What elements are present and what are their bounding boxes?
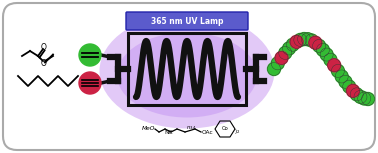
Circle shape	[286, 38, 299, 51]
Ellipse shape	[117, 32, 257, 118]
Circle shape	[343, 80, 356, 93]
Circle shape	[354, 90, 367, 103]
Circle shape	[347, 84, 359, 97]
Circle shape	[301, 33, 314, 46]
Circle shape	[358, 92, 371, 105]
Circle shape	[339, 75, 352, 88]
Ellipse shape	[99, 13, 274, 129]
Circle shape	[313, 39, 325, 52]
FancyBboxPatch shape	[126, 12, 248, 30]
Circle shape	[316, 43, 329, 56]
Circle shape	[305, 34, 318, 47]
Circle shape	[294, 34, 307, 47]
Circle shape	[279, 46, 292, 59]
Circle shape	[271, 57, 284, 70]
Circle shape	[328, 59, 341, 72]
Circle shape	[335, 70, 348, 83]
Circle shape	[350, 88, 363, 101]
Circle shape	[79, 72, 101, 94]
Text: O: O	[41, 58, 47, 67]
Text: MeO: MeO	[142, 125, 156, 131]
FancyBboxPatch shape	[3, 3, 375, 150]
Text: $)_2$: $)_2$	[234, 127, 240, 136]
Text: NC: NC	[165, 131, 173, 136]
Circle shape	[268, 62, 280, 75]
Circle shape	[79, 44, 101, 66]
Circle shape	[361, 93, 375, 106]
Circle shape	[332, 64, 344, 77]
Text: Co: Co	[222, 127, 228, 131]
Circle shape	[290, 35, 303, 48]
Text: 365 nm UV Lamp: 365 nm UV Lamp	[151, 17, 223, 26]
Circle shape	[320, 48, 333, 61]
Bar	[128, 33, 246, 105]
Text: O: O	[41, 43, 47, 52]
Circle shape	[282, 42, 296, 55]
Circle shape	[324, 53, 337, 66]
Text: OAc: OAc	[201, 131, 213, 136]
Text: $n_{3\text{-}4}$: $n_{3\text{-}4}$	[186, 124, 198, 132]
Circle shape	[309, 36, 322, 49]
Circle shape	[297, 33, 311, 46]
Circle shape	[275, 51, 288, 64]
